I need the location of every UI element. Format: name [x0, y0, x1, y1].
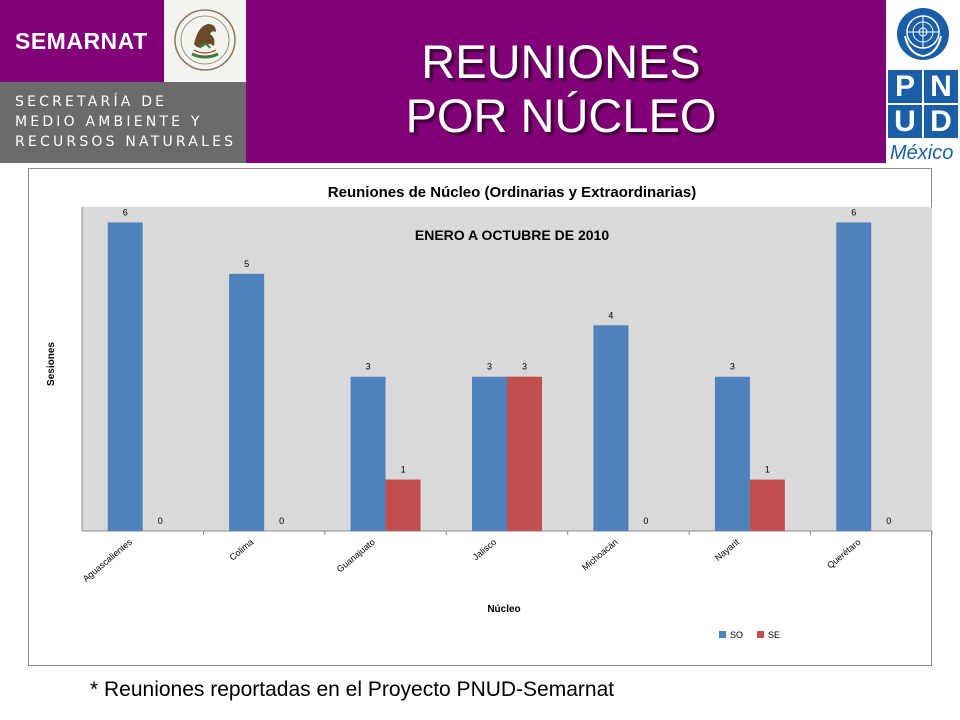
pnud-letter-u: U [888, 105, 922, 138]
footnote: * Reuniones reportadas en el Proyecto PN… [90, 678, 615, 701]
x-tick-label: Colima [228, 537, 256, 563]
pnud-letter-n: N [924, 70, 958, 103]
x-tick-label: Guanajuato [335, 537, 377, 575]
data-label: 0 [886, 516, 891, 526]
x-tick-label: Michoacán [580, 537, 620, 573]
data-label: 3 [522, 362, 527, 372]
un-emblem-icon [897, 8, 949, 60]
chart-subtitle: ENERO A OCTUBRE DE 2010 [415, 227, 609, 243]
bar-so-5 [714, 376, 750, 531]
eagle-seal-icon [174, 9, 236, 71]
data-label: 1 [765, 465, 770, 475]
bar-chart: Reuniones de Núcleo (Ordinarias y Extrao… [46, 184, 933, 640]
data-label: 3 [730, 362, 735, 372]
x-axis-label: Núcleo [487, 604, 520, 615]
legend-label-so: SO [730, 630, 743, 640]
data-label: 5 [244, 259, 249, 269]
bar-so-4 [593, 325, 629, 531]
legend-label-se: SE [768, 630, 780, 640]
chart-container: Reuniones de Núcleo (Ordinarias y Extrao… [28, 168, 933, 666]
mexico-seal [164, 0, 246, 82]
legend-swatch-so [719, 631, 726, 638]
x-tick-label: Jalisco [471, 537, 499, 562]
bar-so-6 [836, 222, 872, 531]
x-tick-label: Querétaro [825, 537, 862, 571]
bar-so-2 [350, 376, 386, 531]
bar-se-5 [749, 479, 785, 531]
data-label: 0 [279, 516, 284, 526]
data-label: 1 [401, 465, 406, 475]
x-tick-label: Aguascalientes [81, 537, 135, 584]
semarnat-logo-block: SEMARNAT [0, 0, 164, 82]
data-label: 0 [158, 516, 163, 526]
org-line-2: MEDIO AMBIENTE Y [15, 114, 203, 130]
bar-se-2 [385, 479, 421, 531]
bar-so-0 [107, 222, 143, 531]
legend-swatch-se [757, 631, 764, 638]
data-label: 3 [487, 362, 492, 372]
bar-so-3 [472, 376, 507, 531]
x-tick-label: Nayarit [713, 537, 742, 563]
bar-se-3 [507, 376, 542, 531]
data-label: 3 [366, 362, 371, 372]
page-title-line-2: POR NÚCLEO [405, 89, 717, 142]
data-label: 0 [643, 516, 648, 526]
page-title-line-1: REUNIONES [421, 35, 701, 88]
semarnat-name: SEMARNAT [15, 28, 148, 54]
pnud-letter-d: D [924, 105, 958, 138]
semarnat-subtitle-block: SECRETARÍA DE MEDIO AMBIENTE Y RECURSOS … [0, 82, 246, 163]
y-axis-label: Sesiones [46, 342, 57, 386]
pnud-letter-p: P [888, 70, 922, 103]
org-line-3: RECURSOS NATURALES [15, 134, 237, 150]
data-label: 4 [608, 310, 613, 320]
data-label: 6 [123, 207, 128, 217]
bar-so-1 [229, 273, 265, 531]
data-label: 6 [851, 207, 856, 217]
org-line-1: SECRETARÍA DE [15, 94, 168, 110]
chart-title: Reuniones de Núcleo (Ordinarias y Extrao… [328, 184, 696, 201]
pnud-country: México [890, 142, 954, 164]
